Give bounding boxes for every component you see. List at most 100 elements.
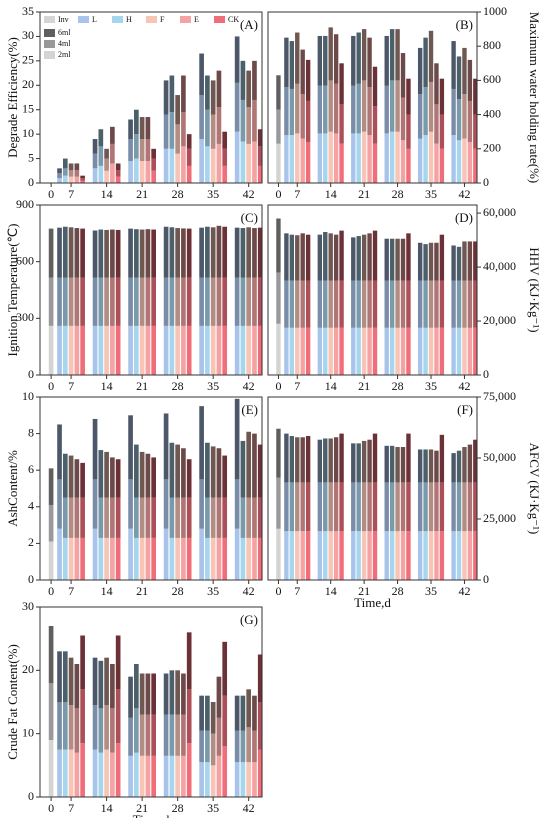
bar-segment xyxy=(395,482,400,532)
bar-segment xyxy=(289,531,295,580)
bar-segment xyxy=(276,143,281,183)
bar-segment xyxy=(428,30,434,83)
bar-segment xyxy=(216,448,222,498)
bar-segment xyxy=(289,482,295,532)
bar-segment xyxy=(406,327,411,375)
bar-segment xyxy=(169,442,175,498)
bar-segment xyxy=(276,218,281,273)
bar-segment xyxy=(257,654,263,702)
bar-segment xyxy=(115,176,121,183)
bar-segment xyxy=(467,444,473,483)
bar-segment xyxy=(216,70,222,108)
bar-segment xyxy=(181,755,186,797)
bar-segment xyxy=(300,482,305,532)
bar-segment xyxy=(216,537,222,580)
y-tick-label: 2 xyxy=(28,535,34,549)
bar-segment xyxy=(210,497,216,538)
bar-segment xyxy=(186,537,192,580)
x-tick-label: 0 xyxy=(275,379,281,393)
bar-segment xyxy=(456,99,462,141)
legend-swatch xyxy=(44,51,55,59)
y-axis-title: Ignition Temperature(℃) xyxy=(5,224,20,357)
bar-segment xyxy=(110,537,115,580)
bar-segment xyxy=(57,479,62,529)
bar-segment xyxy=(473,148,478,183)
x-tick-label: 28 xyxy=(392,187,404,201)
bar-segment xyxy=(57,277,62,326)
bar-segment xyxy=(384,35,389,86)
legend-label: H xyxy=(126,15,132,24)
bar-segment xyxy=(128,139,133,162)
y-tick-label: 5 xyxy=(28,150,34,164)
bar-segment xyxy=(328,233,333,281)
bar-segment xyxy=(98,165,104,183)
x-tick-label: 28 xyxy=(392,379,404,393)
bar-segment xyxy=(169,497,175,538)
bar-segment xyxy=(134,229,139,278)
bar-segment xyxy=(361,234,367,281)
bar-segment xyxy=(252,433,257,498)
bar-segment xyxy=(234,762,240,797)
bar-segment xyxy=(439,148,445,183)
x-tick-label: 42 xyxy=(243,801,255,815)
x-tick-label: 35 xyxy=(207,584,219,598)
bar-segment xyxy=(367,531,372,580)
bar-segment xyxy=(216,676,222,718)
bar-segment xyxy=(384,531,389,580)
bar-segment xyxy=(145,497,151,538)
x-tick-label: 28 xyxy=(172,187,184,201)
bar-segment xyxy=(339,104,344,144)
y-tick-label: 10 xyxy=(22,389,34,403)
bar-segment xyxy=(216,755,222,797)
bar-segment xyxy=(339,280,344,328)
y-tick-label: 6 xyxy=(28,462,34,476)
bar-segment xyxy=(128,755,133,797)
bar-segment xyxy=(284,135,289,183)
bar-segment xyxy=(428,482,434,532)
y-tick-label: 40,000 xyxy=(483,259,516,273)
bar-segment xyxy=(395,447,400,483)
bar-segment xyxy=(300,49,305,95)
bar-segment xyxy=(104,749,109,797)
bar-segment xyxy=(151,229,156,278)
bar-segment xyxy=(473,482,478,532)
x-tick-label: 28 xyxy=(392,584,404,598)
bar-segment xyxy=(151,673,156,715)
bar-segment xyxy=(98,229,104,278)
bar-segment xyxy=(328,131,333,183)
bar-segment xyxy=(361,80,367,132)
legend-swatch xyxy=(180,16,191,23)
bar-segment xyxy=(473,531,478,580)
bar-segment xyxy=(252,99,257,142)
bar-segment xyxy=(80,497,85,538)
bar-segment xyxy=(356,133,361,183)
plot-frame xyxy=(39,606,263,798)
bar-segment xyxy=(361,29,367,81)
x-tick-label: 42 xyxy=(458,379,470,393)
bar-segment xyxy=(456,327,462,375)
bar-segment xyxy=(92,705,98,750)
bar-segment xyxy=(473,439,478,483)
bar-segment xyxy=(92,230,98,278)
bar-segment xyxy=(423,37,428,88)
x-tick-label: 14 xyxy=(325,379,337,393)
bar-segment xyxy=(417,47,423,95)
bar-segment xyxy=(110,664,115,709)
bar-segment xyxy=(151,325,156,375)
bar-segment xyxy=(276,528,281,580)
bar-segment xyxy=(205,442,210,498)
bar-segment xyxy=(400,531,406,580)
bar-segment xyxy=(199,277,204,326)
bar-segment xyxy=(276,323,281,375)
bar-segment xyxy=(169,148,175,183)
bar-segment xyxy=(434,104,439,144)
y-tick-label: 0 xyxy=(28,175,34,189)
bar-segment xyxy=(246,277,252,326)
bar-segment xyxy=(417,531,423,580)
bar-segment xyxy=(295,531,300,580)
bar-segment xyxy=(92,528,98,580)
bar-segment xyxy=(276,109,281,144)
bar-segment xyxy=(451,245,456,281)
bar-segment xyxy=(434,280,439,328)
bar-segment xyxy=(246,227,252,278)
